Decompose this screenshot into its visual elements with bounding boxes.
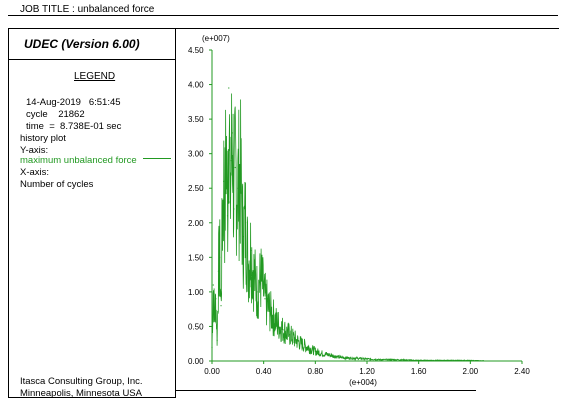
legend-x-axis-label: X-axis: xyxy=(20,167,50,178)
data-point xyxy=(237,187,239,189)
data-point xyxy=(418,359,420,361)
version-box xyxy=(8,28,176,60)
data-point xyxy=(247,263,249,265)
x-tick-label: 0.00 xyxy=(204,367,220,376)
data-point xyxy=(288,334,291,336)
y-tick-label: 2.50 xyxy=(188,184,204,193)
data-point xyxy=(250,249,252,252)
company-location: Minneapolis, Minnesota USA xyxy=(20,388,142,399)
data-point xyxy=(443,359,446,361)
data-point xyxy=(260,277,262,279)
data-point xyxy=(334,355,336,357)
legend-time: time = 8.738E-01 sec xyxy=(26,121,122,132)
plot-bottom-border xyxy=(176,390,476,391)
data-point xyxy=(482,360,484,362)
data-point xyxy=(217,270,220,272)
data-point xyxy=(216,339,218,341)
data-point xyxy=(321,352,323,354)
data-point xyxy=(456,359,459,361)
data-point xyxy=(301,343,304,346)
data-point xyxy=(234,166,236,169)
data-point xyxy=(232,132,234,134)
y-tick-label: 3.00 xyxy=(188,150,204,159)
plot-top-border xyxy=(176,28,559,29)
data-point xyxy=(220,305,222,307)
legend-series-swatch xyxy=(143,158,171,159)
y-tick-label: 4.00 xyxy=(188,81,204,90)
x-tick-label: 1.20 xyxy=(359,367,375,376)
data-point xyxy=(264,298,266,300)
data-point xyxy=(244,222,247,224)
data-point xyxy=(224,208,226,210)
data-point xyxy=(268,308,270,310)
legend-cycle: cycle 21862 xyxy=(26,109,85,120)
data-point xyxy=(230,159,232,162)
y-tick-label: 1.50 xyxy=(188,253,204,262)
data-point xyxy=(252,270,254,272)
data-point xyxy=(219,256,221,258)
x-scale-label: (e+004) xyxy=(349,378,377,387)
y-tick-label: 3.50 xyxy=(188,115,204,124)
data-point xyxy=(405,359,407,361)
data-point xyxy=(308,347,310,349)
version-title: UDEC (Version 6.00) xyxy=(24,37,140,51)
y-scale-label: (e+007) xyxy=(202,34,230,43)
y-tick-label: 2.00 xyxy=(188,219,204,228)
legend-date: 14-Aug-2019 6:51:45 xyxy=(26,97,121,108)
data-point xyxy=(392,359,394,361)
data-point xyxy=(211,346,213,348)
data-point xyxy=(239,173,242,175)
top-divider xyxy=(8,15,558,16)
data-point xyxy=(275,322,278,324)
data-point xyxy=(242,236,244,238)
data-point xyxy=(229,201,231,203)
x-tick-label: 0.40 xyxy=(256,367,272,376)
legend-x-series: Number of cycles xyxy=(20,179,94,190)
data-point xyxy=(256,291,258,293)
data-point xyxy=(213,318,216,321)
data-point xyxy=(225,139,227,141)
series-line-unbalanced-force xyxy=(211,93,484,362)
data-point xyxy=(215,298,217,300)
data-point xyxy=(228,87,230,89)
legend-title: LEGEND xyxy=(74,71,116,82)
x-tick-label: 2.40 xyxy=(514,367,530,376)
data-point xyxy=(469,359,471,362)
company-name: Itasca Consulting Group, Inc. xyxy=(20,376,143,387)
data-point xyxy=(366,358,368,360)
x-tick-label: 2.00 xyxy=(463,367,479,376)
y-tick-label: 0.00 xyxy=(188,357,204,366)
data-point xyxy=(233,208,235,210)
data-point xyxy=(282,329,284,331)
y-tick-label: 0.50 xyxy=(188,322,204,331)
data-point xyxy=(353,357,355,359)
data-point xyxy=(327,354,329,356)
y-tick-label: 1.00 xyxy=(188,288,204,297)
data-point xyxy=(295,339,297,341)
job-title: JOB TITLE : unbalanced force xyxy=(20,4,155,15)
legend-plot-type: history plot xyxy=(20,133,66,144)
legend-y-series: maximum unbalanced force xyxy=(20,155,137,166)
legend-y-axis-label: Y-axis: xyxy=(20,145,49,156)
data-point xyxy=(272,315,274,317)
data-point xyxy=(223,180,225,182)
data-point xyxy=(430,359,433,361)
data-point xyxy=(212,284,214,286)
y-tick-label: 4.50 xyxy=(188,46,204,55)
data-point xyxy=(226,215,229,217)
legend-panel xyxy=(8,28,176,398)
data-point xyxy=(314,350,316,352)
data-point xyxy=(221,222,223,224)
data-point xyxy=(379,359,381,361)
x-tick-label: 1.60 xyxy=(411,367,427,376)
data-point xyxy=(340,356,342,359)
x-tick-label: 0.80 xyxy=(308,367,324,376)
